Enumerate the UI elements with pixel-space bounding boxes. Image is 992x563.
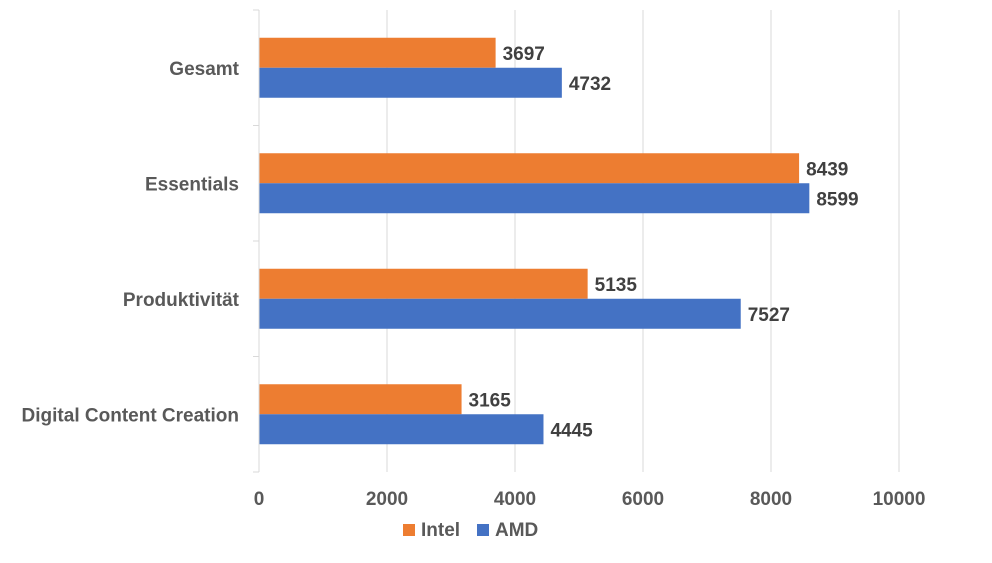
bar-intel-essentials (259, 153, 800, 184)
legend-swatch-amd (477, 524, 489, 536)
x-tick-label-2000: 2000 (366, 489, 408, 510)
axes: 0 2000 4000 6000 8000 10000 Gesamt Essentials Pr… (22, 9, 926, 510)
bar-amd-essentials (259, 183, 810, 214)
legend-label-intel: Intel (421, 520, 460, 541)
x-tick-label-8000: 8000 (750, 489, 792, 510)
data-label-amd-produktivitat: 7527 (748, 305, 790, 326)
data-label-intel-gesamt: 3697 (503, 44, 545, 65)
data-label-intel-produktivitat: 5135 (595, 275, 638, 296)
data-label-amd-essentials: 8599 (816, 189, 858, 210)
bar-intel-produktivitat (259, 268, 588, 299)
bar-amd-gesamt (259, 67, 562, 98)
bar-intel-digital-content-creation (259, 384, 462, 415)
legend: Intel AMD (403, 520, 538, 541)
category-label-produktivitat: Produktivität (123, 290, 240, 311)
bar-amd-digital-content-creation (259, 414, 544, 445)
x-tick-label-0: 0 (254, 489, 265, 510)
data-label-intel-essentials: 8439 (806, 159, 848, 180)
x-tick-label-4000: 4000 (494, 489, 536, 510)
category-label-digital-content-creation: Digital Content Creation (22, 405, 239, 426)
bars (259, 37, 810, 445)
data-label-amd-gesamt: 4732 (569, 74, 611, 95)
data-labels: 3697 4732 8439 8599 5135 7527 3165 4445 (469, 44, 859, 442)
x-tick-label-10000: 10000 (873, 489, 926, 510)
legend-swatch-intel (403, 524, 415, 536)
category-label-essentials: Essentials (145, 174, 239, 195)
data-label-intel-digital-content-creation: 3165 (469, 390, 512, 411)
legend-label-amd: AMD (495, 520, 538, 541)
bar-intel-gesamt (259, 37, 496, 68)
data-label-amd-digital-content-creation: 4445 (550, 420, 593, 441)
category-label-gesamt: Gesamt (169, 59, 239, 80)
bar-amd-produktivitat (259, 298, 741, 329)
x-tick-label-6000: 6000 (622, 489, 664, 510)
